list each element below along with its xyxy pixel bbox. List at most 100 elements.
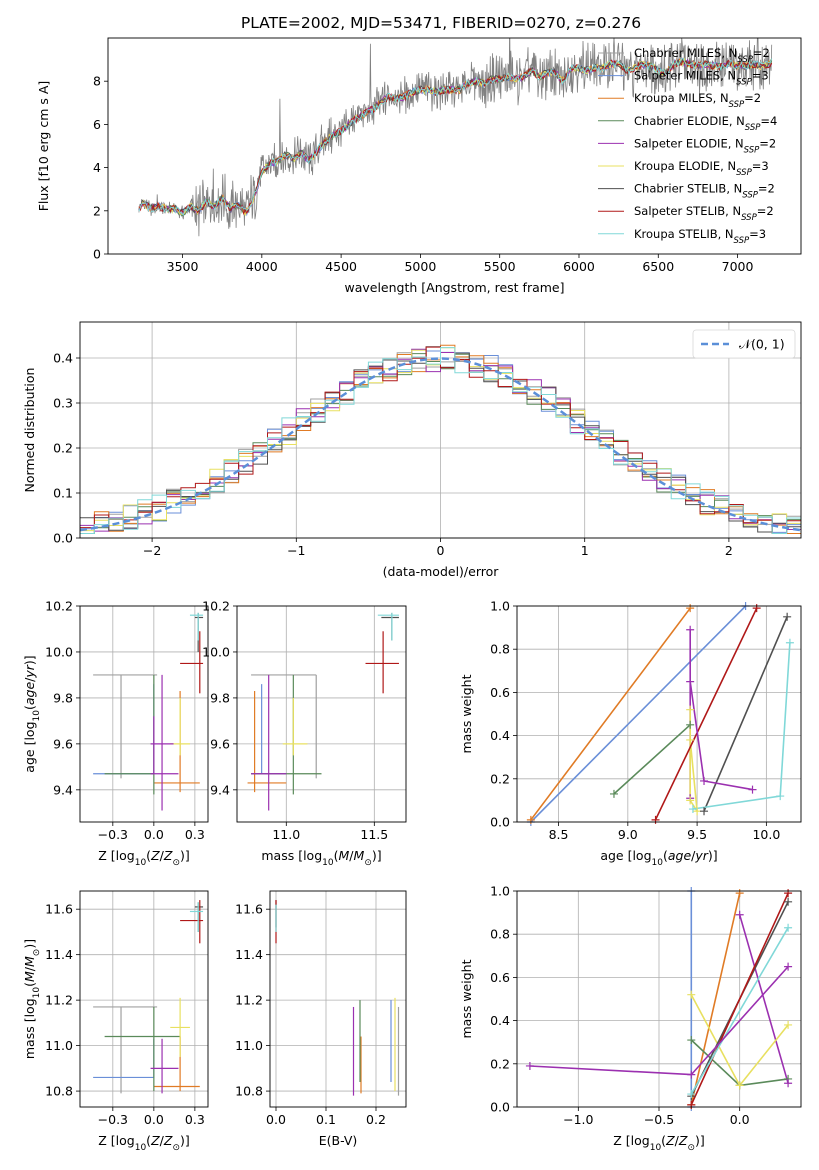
- residuals-y-tick-label-4: 0.4: [53, 351, 73, 366]
- Z_vs_age-point-1: [93, 674, 158, 779]
- Z_vs_age-y-tick-label-3: 10.0: [45, 644, 73, 659]
- residuals-plot-area: [80, 344, 801, 534]
- spectrum-plot-area: [138, 38, 773, 237]
- age_vs_weight-series-line-5: [689, 709, 698, 812]
- spectrum-y-tick-label-0: 0: [93, 247, 101, 262]
- age_vs_weight-x-axis-label: age [log10(age/yr)]: [600, 848, 717, 868]
- residuals-x-tick-label-0: −2: [143, 543, 161, 558]
- residuals-y-tick-label-2: 0.2: [53, 441, 73, 456]
- Z_vs_mass-plot-area: [93, 900, 204, 1094]
- Z_vs_mass-point-7: [194, 902, 204, 932]
- age_vs_weight-y-tick-label-4: 0.8: [490, 642, 510, 657]
- residuals-x-axis-label: (data-model)/error: [383, 564, 500, 579]
- Z_vs_mass-point-5: [150, 1038, 179, 1094]
- Z_vs_age-plot-area: [93, 612, 204, 811]
- age_vs_weight-marker-8-3: [785, 638, 794, 647]
- Z_vs_weight-x-tick-label-1: −0.5: [644, 1112, 674, 1127]
- Z_vs_weight-y-axis-label: mass weight: [459, 959, 474, 1038]
- mass_vs_age-x-tick-label-0: 11.0: [272, 827, 300, 842]
- residuals-x-tick-label-3: 1: [581, 543, 589, 558]
- Z_vs_weight-marker-4-2: [784, 1079, 793, 1088]
- legend-label-5: Salpeter ELODIE, NSSP=2: [634, 136, 776, 155]
- Z_vs_mass-x-tick-label-0: −0.3: [98, 1112, 128, 1127]
- Z_vs_age-x-axis-label: Z [log10(Z/Z⊙)]: [98, 848, 190, 868]
- mass_vs_age-y-tick-label-4: 10.2: [202, 599, 230, 614]
- ebv_vs_mass-y-tick-label-1: 11.0: [235, 1038, 263, 1053]
- age_vs_weight-marker-2-1: [526, 815, 535, 824]
- Z_vs_weight-marker-9-2: [687, 1070, 696, 1079]
- Z_vs_weight-axes-frame: [516, 890, 802, 1108]
- age_vs_weight-marker-6-2: [783, 612, 792, 621]
- Z_vs_weight-y-tick-label-4: 0.8: [490, 927, 510, 942]
- mass_vs_age-point-8: [365, 631, 399, 694]
- spectrum-panel: 3500 4000 4500 5000 5500 6000 6500 7000 0 2 4 6 8 wav…: [36, 37, 802, 295]
- Z_vs_weight-series-line-7: [690, 892, 789, 1106]
- mass_vs_age-x-axis-label: mass [log10(M/M⊙)]: [261, 848, 381, 868]
- Z_vs_mass-y-tick-label-2: 11.2: [45, 993, 73, 1008]
- Z_vs_age-y-axis-label: age [log10(age/yr)]: [22, 655, 42, 772]
- spectrum-x-axis-label: wavelength [Angstrom, rest frame]: [344, 280, 564, 295]
- age_vs_weight-axes-frame: [516, 605, 802, 823]
- Z_vs_mass-x-tick-label-1: 0.0: [144, 1112, 164, 1127]
- spectrum-y-tick-label-4: 8: [93, 74, 101, 89]
- Z_vs_weight-y-tick-label-2: 0.4: [490, 1013, 510, 1028]
- spectrum-axes-frame: [107, 37, 802, 255]
- Z_vs_weight-marker-8-1: [687, 1090, 696, 1099]
- Z_vs_age-x-tick-label-0: −0.3: [98, 827, 128, 842]
- ebv_vs_mass-y-tick-label-4: 11.6: [235, 902, 263, 917]
- legend-label-9: Kroupa STELIB, NSSP=3: [634, 227, 766, 246]
- age_vs_weight-series-line-2: [530, 607, 691, 821]
- Z_vs_weight-marker-7-2: [784, 889, 793, 898]
- ebv_vs_mass-x-tick-label-2: 0.2: [366, 1112, 386, 1127]
- spectrum-y-axis-label: Flux [fλ10−17 erg cm−2 s−1 A−1]: [36, 81, 51, 212]
- Z_vs_age-point-10: [150, 716, 174, 774]
- age_vs_weight-marker-9-2: [700, 776, 709, 785]
- age_vs_weight-y-tick-label-1: 0.2: [490, 771, 510, 786]
- Z_vs_weight-series-line-2: [690, 893, 741, 1105]
- age-vs-mass-weight-panel: 8.5 9.0 9.5 10.0 0.0 0.2 0.4 0.6 0.8 1.0 age [log1…: [459, 599, 802, 868]
- Z_vs_weight-marker-3-1: [687, 1036, 696, 1045]
- Z_vs_weight-plot-area: [529, 891, 789, 1107]
- Z_vs_age-x-tick-label-1: 0.0: [144, 827, 164, 842]
- mass_vs_age-point-7: [381, 612, 399, 641]
- Z_vs_mass-point-3: [153, 1036, 200, 1092]
- metallicity-vs-mass-panel: −0.3 0.0 0.3 10.8 11.0 11.2 11.4 11.6 Z [log10(Z…: [22, 890, 209, 1153]
- residuals-panel: −2 −1 0 1 2 0.0 0.1 0.2 0.3 0.4 (data-model)/error…: [22, 321, 802, 579]
- legend-label-7: Chabrier STELIB, NSSP=2: [634, 182, 775, 201]
- Z_vs_weight-x-axis-label: Z [log10(Z/Z⊙)]: [613, 1133, 705, 1153]
- Z_vs_weight-y-tick-label-3: 0.6: [490, 970, 510, 985]
- age_vs_weight-marker-9-3: [748, 785, 757, 794]
- spectrum-x-tick-label-4: 5500: [484, 259, 516, 274]
- residual-histogram-9: [80, 347, 801, 534]
- metallicity-vs-mass-weight-panel: −1.0 −0.5 0.0 0.0 0.2 0.4 0.6 0.8 1.0 Z [log10(Z/…: [459, 884, 802, 1153]
- age_vs_weight-y-tick-label-5: 1.0: [490, 599, 510, 614]
- age_vs_weight-marker-5-4: [686, 735, 695, 744]
- age_vs_weight-marker-2-2: [686, 604, 695, 613]
- Z_vs_weight-y-tick-label-0: 0.0: [490, 1100, 510, 1115]
- Z_vs_mass-x-tick-label-2: 0.3: [185, 1112, 205, 1127]
- Z_vs_weight-marker-2-2: [735, 889, 744, 898]
- residuals-y-axis-label: Normed distribution: [22, 368, 37, 493]
- legend-label-3: Kroupa MILES, NSSP=2: [634, 91, 761, 110]
- Z_vs_weight-marker-9-1: [525, 1061, 534, 1070]
- age_vs_weight-series-line-6: [703, 616, 788, 812]
- residuals-y-tick-label-3: 0.3: [53, 396, 73, 411]
- ebv_vs_mass-y-tick-label-2: 11.2: [235, 993, 263, 1008]
- age_vs_weight-series-line-8: [692, 642, 791, 810]
- Z_vs_weight-marker-4-1: [735, 910, 744, 919]
- ebv_vs_mass-x-tick-label-1: 0.1: [316, 1112, 336, 1127]
- mass_vs_age-point-3: [247, 691, 287, 793]
- Z_vs_mass-x-axis-label: Z [log10(Z/Z⊙)]: [98, 1133, 190, 1153]
- Z_vs_mass-y-tick-label-1: 11.0: [45, 1038, 73, 1053]
- age_vs_weight-marker-7-2: [752, 604, 761, 613]
- Z_vs_weight-y-tick-label-1: 0.2: [490, 1056, 510, 1071]
- residuals-y-tick-label-1: 0.1: [53, 486, 73, 501]
- mass_vs_age-point-1: [251, 674, 317, 779]
- Z_vs_age-point-3: [153, 691, 200, 793]
- metallicity-vs-age-panel: −0.3 0.0 0.3 9.4 9.6 9.8 10.0 10.2 Z [log10(Z/Z⊙…: [22, 599, 209, 868]
- spectrum-y-tick-label-1: 2: [93, 203, 101, 218]
- age_vs_weight-marker-5-1: [686, 705, 695, 714]
- age_vs_weight-marker-8-1: [688, 805, 697, 814]
- ebv_vs_mass-x-axis-label: E(B-V): [319, 1133, 358, 1148]
- Z_vs_weight-y-tick-label-5: 1.0: [490, 884, 510, 899]
